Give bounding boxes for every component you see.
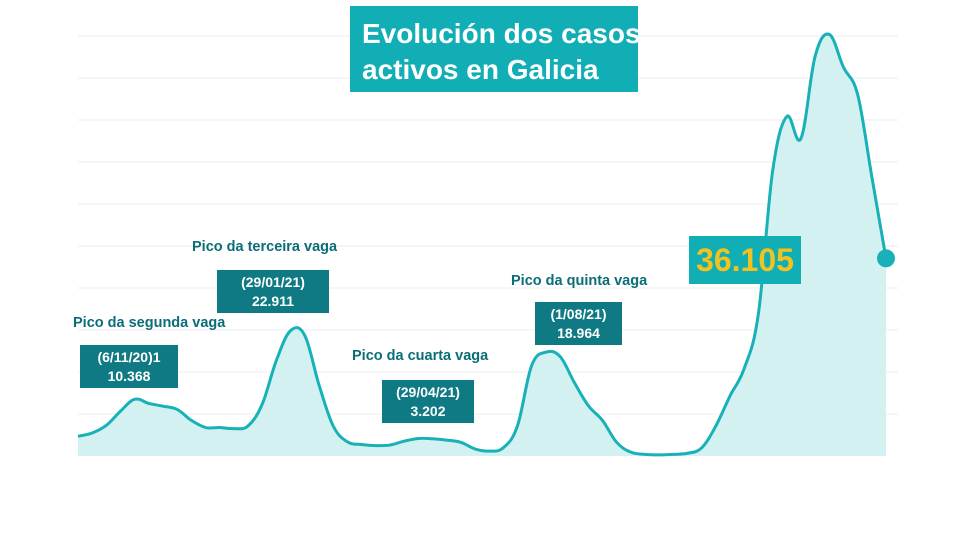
annotation-box-fourth-wave: (29/04/21) 3.202: [382, 380, 474, 423]
chart-title: Evolución dos casos activos en Galicia: [350, 6, 641, 92]
series-area: [78, 34, 886, 457]
current-value-marker: [877, 249, 895, 268]
annotation-label-fifth-wave: Pico da quinta vaga: [511, 273, 648, 289]
current-value-badge: 36.105: [689, 236, 801, 284]
chart-title-line-1: Evolución dos casos: [362, 18, 641, 49]
annotation-date-third-wave: (29/01/21): [241, 274, 305, 290]
annotation-value-fifth-wave: 18.964: [557, 325, 600, 341]
annotation-value-third-wave: 22.911: [251, 293, 295, 309]
annotation-label-third-wave: Pico da terceira vaga: [192, 239, 338, 255]
annotation-value-fourth-wave: 3.202: [410, 403, 446, 419]
annotation-date-fourth-wave: (29/04/21): [396, 384, 460, 400]
annotation-date-fifth-wave: (1/08/21): [550, 306, 607, 322]
annotation-label-fourth-wave: Pico da cuarta vaga: [352, 348, 489, 364]
annotation-box-second-wave: (6/11/20)1 10.368: [80, 345, 178, 388]
annotation-box-fifth-wave: (1/08/21) 18.964: [535, 302, 622, 345]
series-line: [77, 32, 888, 457]
annotation-box-third-wave: (29/01/21) 22.911: [217, 270, 329, 313]
annotation-value-second-wave: 10.368: [107, 368, 151, 384]
annotation-date-second-wave: (6/11/20)1: [97, 349, 161, 365]
annotation-label-second-wave: Pico da segunda vaga: [73, 315, 226, 331]
chart-title-line-2: activos en Galicia: [362, 54, 599, 85]
